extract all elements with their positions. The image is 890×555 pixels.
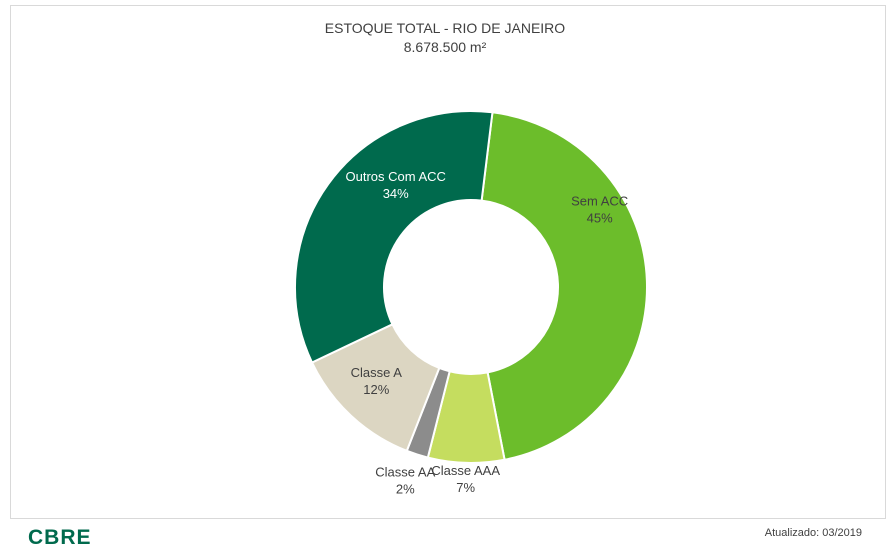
slice-value-label: 2%	[396, 481, 415, 496]
slice-value-label: 34%	[383, 186, 409, 201]
slice-label: Classe A	[351, 365, 403, 380]
slice-label: Classe AAA	[431, 463, 500, 478]
slice-outros-com-acc	[294, 110, 494, 364]
cbre-logo: CBRE	[28, 526, 92, 549]
slice-value-label: 45%	[587, 210, 613, 225]
updated-date: Atualizado: 03/2019	[764, 527, 862, 539]
chart-title: ESTOQUE TOTAL - RIO DE JANEIRO	[324, 20, 566, 36]
chart-subtitle: 8.678.500 m²	[403, 39, 487, 55]
slice-label: Outros Com ACC	[346, 169, 446, 184]
slice-value-label: 7%	[456, 480, 475, 495]
slice-label: Classe AA	[375, 464, 435, 479]
slice-value-label: 12%	[363, 382, 389, 397]
slice-label: Sem ACC	[571, 193, 628, 208]
slice-sem-acc	[480, 111, 648, 461]
